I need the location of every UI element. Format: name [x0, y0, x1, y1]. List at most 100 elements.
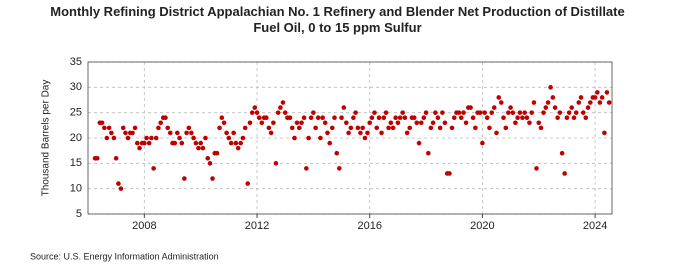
data-point [421, 115, 427, 121]
x-tick-label: 2012 [245, 220, 269, 232]
data-point [369, 115, 375, 121]
data-point [102, 125, 107, 131]
data-point [245, 181, 251, 186]
source: Source: U.S. Energy Information Administ… [30, 251, 219, 261]
data-point [179, 140, 185, 146]
data-point [602, 130, 607, 136]
data-point [144, 135, 149, 141]
data-point [249, 110, 255, 115]
y-tick-label: 25 [70, 107, 82, 119]
data-point [149, 135, 154, 141]
data-point [449, 125, 455, 131]
data-point [322, 120, 328, 126]
data-point [515, 115, 520, 121]
data-point [120, 125, 126, 131]
data-point [346, 130, 351, 136]
data-point [576, 100, 582, 105]
data-point [545, 100, 551, 105]
data-point [226, 135, 232, 141]
data-point [395, 120, 401, 126]
data-point [299, 120, 304, 126]
data-point [393, 115, 398, 121]
data-point [418, 120, 424, 126]
data-point [501, 115, 506, 121]
data-point [433, 110, 438, 115]
data-point [275, 110, 281, 115]
data-point [468, 105, 473, 110]
data-point [353, 110, 358, 115]
data-point [311, 110, 316, 115]
data-point [583, 115, 589, 121]
data-point [557, 110, 563, 115]
data-point [517, 110, 523, 115]
data-point [189, 130, 194, 136]
data-point [559, 150, 565, 156]
data-point [196, 145, 201, 151]
data-point [494, 130, 499, 136]
data-point [123, 130, 128, 136]
data-point [458, 115, 464, 121]
data-point [423, 110, 429, 115]
data-point [580, 110, 586, 115]
data-point [491, 105, 497, 110]
data-point [153, 135, 159, 141]
data-point [259, 120, 265, 126]
data-point [231, 130, 236, 136]
data-point [513, 120, 518, 126]
data-point [508, 105, 513, 110]
data-point [287, 115, 293, 121]
data-point [578, 95, 584, 100]
data-point [358, 130, 363, 136]
data-point [175, 130, 180, 136]
data-point [480, 140, 485, 146]
data-point [362, 135, 368, 141]
data-point [301, 115, 307, 121]
data-point [534, 166, 539, 171]
data-point [247, 120, 253, 126]
data-point [264, 115, 269, 121]
data-point [442, 120, 448, 126]
data-point [132, 125, 138, 131]
data-point [205, 155, 211, 161]
data-point [238, 140, 243, 146]
data-point [278, 105, 283, 110]
data-point [606, 100, 612, 105]
data-point [538, 125, 544, 131]
data-point [186, 125, 192, 131]
data-point [402, 115, 408, 121]
data-point [104, 135, 110, 141]
data-point [367, 120, 373, 126]
x-tick-label: 2024 [583, 220, 607, 232]
data-point [146, 140, 152, 146]
data-point [374, 125, 380, 131]
data-point [325, 130, 330, 136]
data-point [304, 166, 309, 171]
data-point [111, 135, 117, 141]
data-point [604, 90, 610, 95]
data-point [473, 125, 478, 131]
data-point [404, 130, 410, 136]
data-point [351, 115, 356, 121]
y-tick-label: 20 [70, 132, 82, 144]
data-point [242, 125, 248, 131]
data-point [135, 140, 140, 146]
data-point [280, 100, 286, 105]
data-point [113, 155, 119, 161]
data-point [531, 100, 537, 105]
data-point [221, 120, 227, 126]
data-point [219, 115, 225, 121]
data-point [451, 115, 457, 121]
data-point [520, 115, 525, 121]
data-point [165, 125, 171, 131]
data-point [268, 130, 274, 136]
data-point [569, 105, 575, 110]
data-point [341, 105, 347, 110]
data-point [461, 110, 466, 115]
data-point [99, 120, 105, 126]
data-point [489, 110, 495, 115]
x-tick-label: 2020 [470, 220, 494, 232]
data-point [336, 166, 342, 171]
data-point [151, 166, 156, 171]
data-point [555, 115, 560, 121]
data-point [595, 90, 600, 95]
